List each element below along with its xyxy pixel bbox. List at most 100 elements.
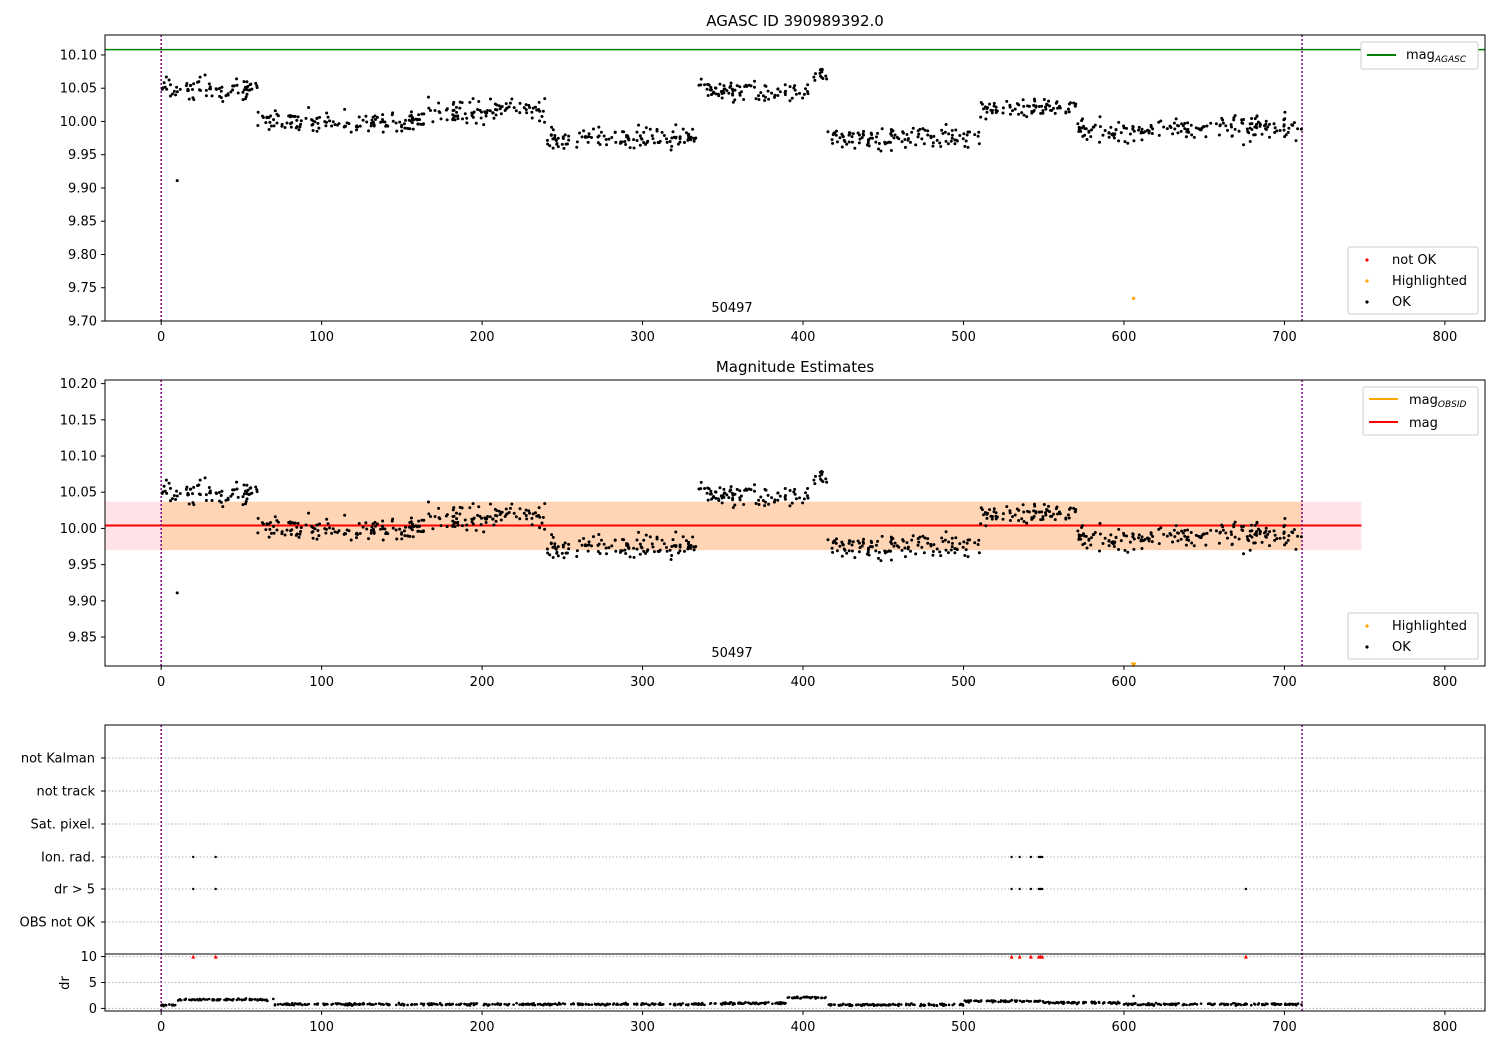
ok-point (1022, 510, 1026, 514)
ok-point (402, 122, 406, 126)
ok-point (982, 107, 986, 111)
ok-point (245, 80, 249, 84)
ok-point (813, 72, 817, 76)
ok-point (678, 135, 682, 139)
ok-point (369, 531, 373, 535)
panel2-ytick-label: 9.90 (68, 594, 97, 609)
ok-point (486, 109, 490, 113)
ok-point (920, 545, 924, 549)
ok-point (901, 130, 905, 134)
ok-point (207, 82, 211, 86)
ok-point (479, 110, 483, 114)
dr-point (370, 1003, 374, 1006)
ok-point (853, 146, 857, 150)
ok-point (187, 97, 191, 101)
ok-point (627, 547, 631, 551)
dr-point (352, 1002, 356, 1006)
ok-point (395, 537, 399, 541)
dr-point (619, 1003, 623, 1006)
ok-point (900, 140, 904, 144)
ok-point (343, 107, 347, 111)
ok-point (714, 496, 718, 500)
dr5-flag-point (1040, 887, 1044, 891)
ok-point (977, 142, 981, 146)
ok-point (1199, 128, 1203, 132)
ok-point (644, 533, 648, 537)
dr-point (959, 1002, 962, 1006)
ok-point (245, 492, 249, 496)
ok-point (1237, 129, 1241, 133)
dr-point (875, 1003, 878, 1007)
panel3-xtick-label: 500 (951, 1020, 976, 1035)
ok-point (221, 99, 225, 103)
ok-point (1172, 528, 1176, 532)
ok-point (946, 142, 950, 146)
ok-point (1033, 504, 1037, 508)
ok-point (586, 140, 590, 144)
ok-point (235, 83, 239, 87)
ok-point (1268, 530, 1272, 534)
ok-point (427, 512, 431, 516)
ok-point (1174, 117, 1178, 121)
dr-point (455, 1003, 458, 1006)
ok-point (172, 494, 176, 498)
dr-point (226, 998, 229, 1001)
ok-point (217, 86, 221, 90)
ok-point (260, 521, 264, 525)
ok-point (311, 122, 315, 126)
dr-point (207, 997, 211, 1001)
ok-point (285, 528, 289, 532)
dr-point (1171, 1003, 1174, 1007)
ok-point (1283, 516, 1287, 520)
ok-point (453, 525, 457, 529)
ok-point (299, 530, 303, 534)
ok-point (326, 115, 330, 119)
ok-point (476, 107, 480, 111)
ok-point (1087, 129, 1091, 133)
ok-point (847, 140, 851, 144)
ok-point (402, 529, 406, 533)
ok-point (289, 125, 293, 129)
ok-point (364, 114, 368, 118)
ok-point (1290, 530, 1294, 534)
ok-point (982, 513, 986, 517)
ok-point (921, 534, 925, 538)
ok-point (170, 497, 174, 501)
ok-point (549, 541, 553, 545)
ok-point (472, 516, 476, 520)
ok-point (550, 125, 554, 129)
ok-point (1287, 534, 1291, 538)
ok-point (1159, 119, 1163, 123)
ok-point (1001, 517, 1005, 521)
ok-point (235, 487, 239, 491)
ok-point (850, 543, 854, 547)
ok-point (426, 500, 430, 504)
ok-point (735, 487, 739, 491)
ok-point (242, 483, 246, 487)
ok-point (429, 109, 433, 113)
dr-point (1284, 1002, 1287, 1006)
dr-point (250, 998, 254, 1001)
ok-point (753, 79, 757, 83)
ok-point (597, 533, 601, 537)
dr-point (459, 1002, 463, 1005)
ok-point (838, 136, 842, 140)
ok-point (638, 143, 642, 147)
ok-point (1132, 129, 1136, 133)
ok-point (994, 511, 998, 515)
ok-point (289, 122, 293, 126)
ok-point (714, 92, 718, 96)
dr-point (533, 1003, 537, 1007)
ok-point (866, 548, 870, 552)
ok-point (1085, 546, 1089, 550)
ok-point (862, 129, 866, 133)
ok-point (1109, 125, 1113, 129)
ok-point (384, 124, 388, 128)
ok-point (980, 102, 984, 106)
ok-point (299, 119, 303, 123)
dr-point (774, 1002, 777, 1005)
dr-point (397, 1001, 401, 1005)
ok-point (851, 540, 855, 544)
ok-point (681, 127, 685, 131)
ok-point (838, 544, 842, 548)
